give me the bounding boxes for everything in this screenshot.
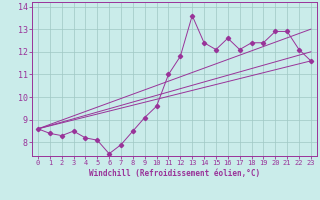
X-axis label: Windchill (Refroidissement éolien,°C): Windchill (Refroidissement éolien,°C) [89,169,260,178]
